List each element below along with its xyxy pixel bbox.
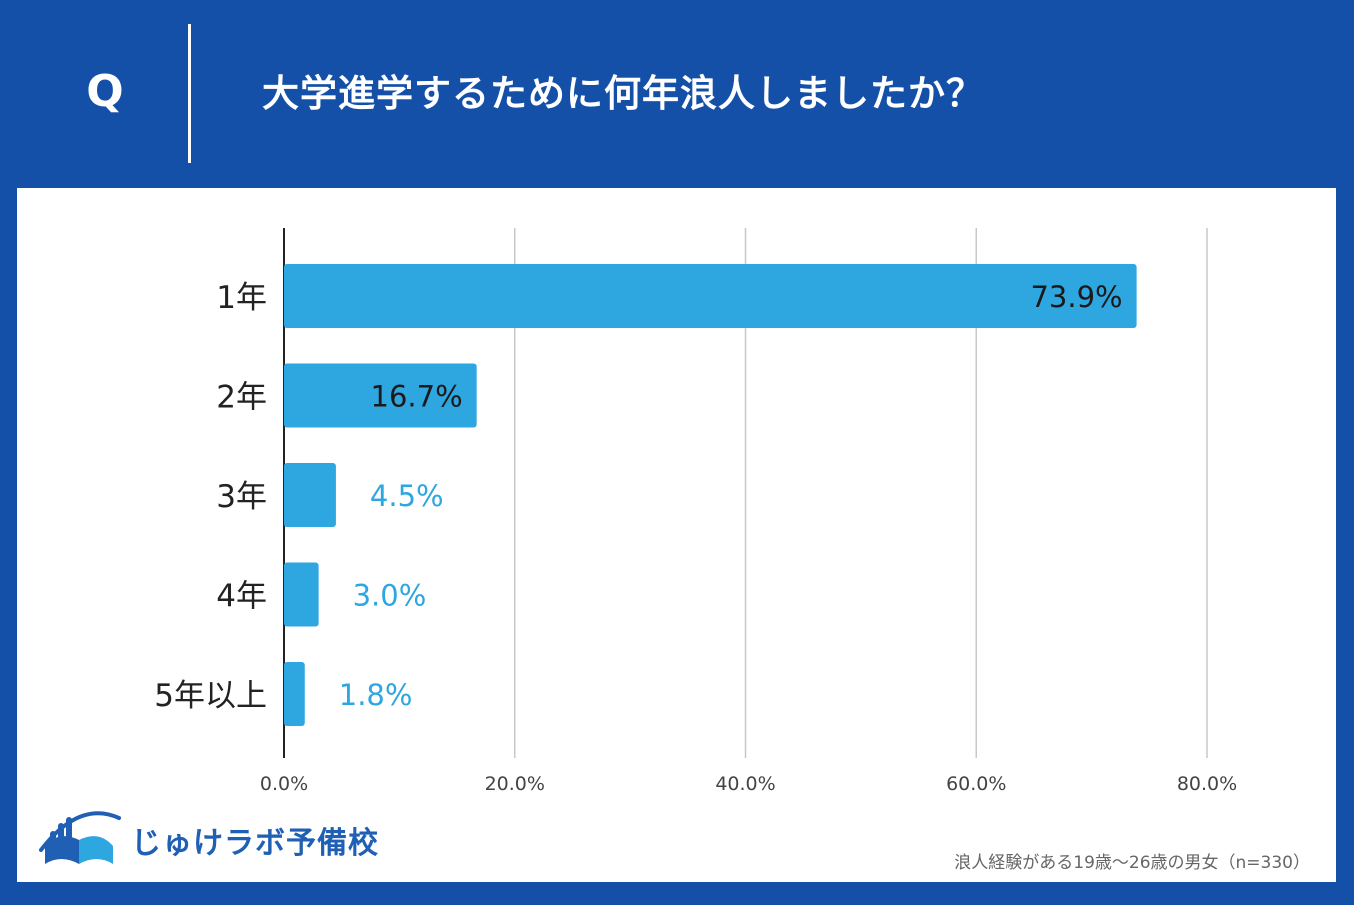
category-label: 4年	[216, 579, 267, 615]
bar	[284, 463, 336, 527]
question-header: Q 大学進学するために何年浪人しましたか？	[0, 0, 1354, 188]
bar-chart: 0.0% 20.0% 40.0% 60.0% 80.0% 1年 73.9% 2年 16.7% 3年…	[154, 228, 1237, 795]
q-mark: Q	[86, 66, 124, 117]
x-tick-label: 80.0%	[1177, 773, 1237, 795]
x-tick-label: 40.0%	[715, 773, 775, 795]
question-title: 大学進学するために何年浪人しましたか？	[262, 72, 984, 115]
open-book-icon	[39, 811, 121, 864]
header-divider	[188, 24, 191, 163]
x-tick-label: 60.0%	[946, 773, 1006, 795]
bar	[284, 662, 305, 726]
x-tick-label: 20.0%	[485, 773, 545, 795]
category-label: 1年	[216, 280, 267, 316]
value-label: 16.7%	[371, 380, 463, 414]
category-label: 3年	[216, 479, 267, 515]
bar	[284, 264, 1137, 328]
logo: じゅけラボ予備校	[39, 806, 378, 870]
bar	[284, 562, 319, 627]
category-label: 2年	[216, 380, 267, 416]
value-label: 73.9%	[1030, 280, 1122, 314]
logo-text: じゅけラボ予備校	[131, 826, 379, 861]
bar	[284, 363, 477, 428]
value-label: 4.5%	[370, 479, 444, 513]
value-label: 1.8%	[339, 678, 413, 712]
chart-panel: 0.0% 20.0% 40.0% 60.0% 80.0% 1年 73.9% 2年 16.7% 3年…	[17, 188, 1336, 882]
value-label: 3.0%	[353, 579, 427, 613]
x-tick-label: 0.0%	[260, 773, 308, 795]
category-label: 5年以上	[154, 678, 267, 714]
sample-footnote: 浪人経験がある19歳～26歳の男女（n=330）	[954, 853, 1310, 873]
